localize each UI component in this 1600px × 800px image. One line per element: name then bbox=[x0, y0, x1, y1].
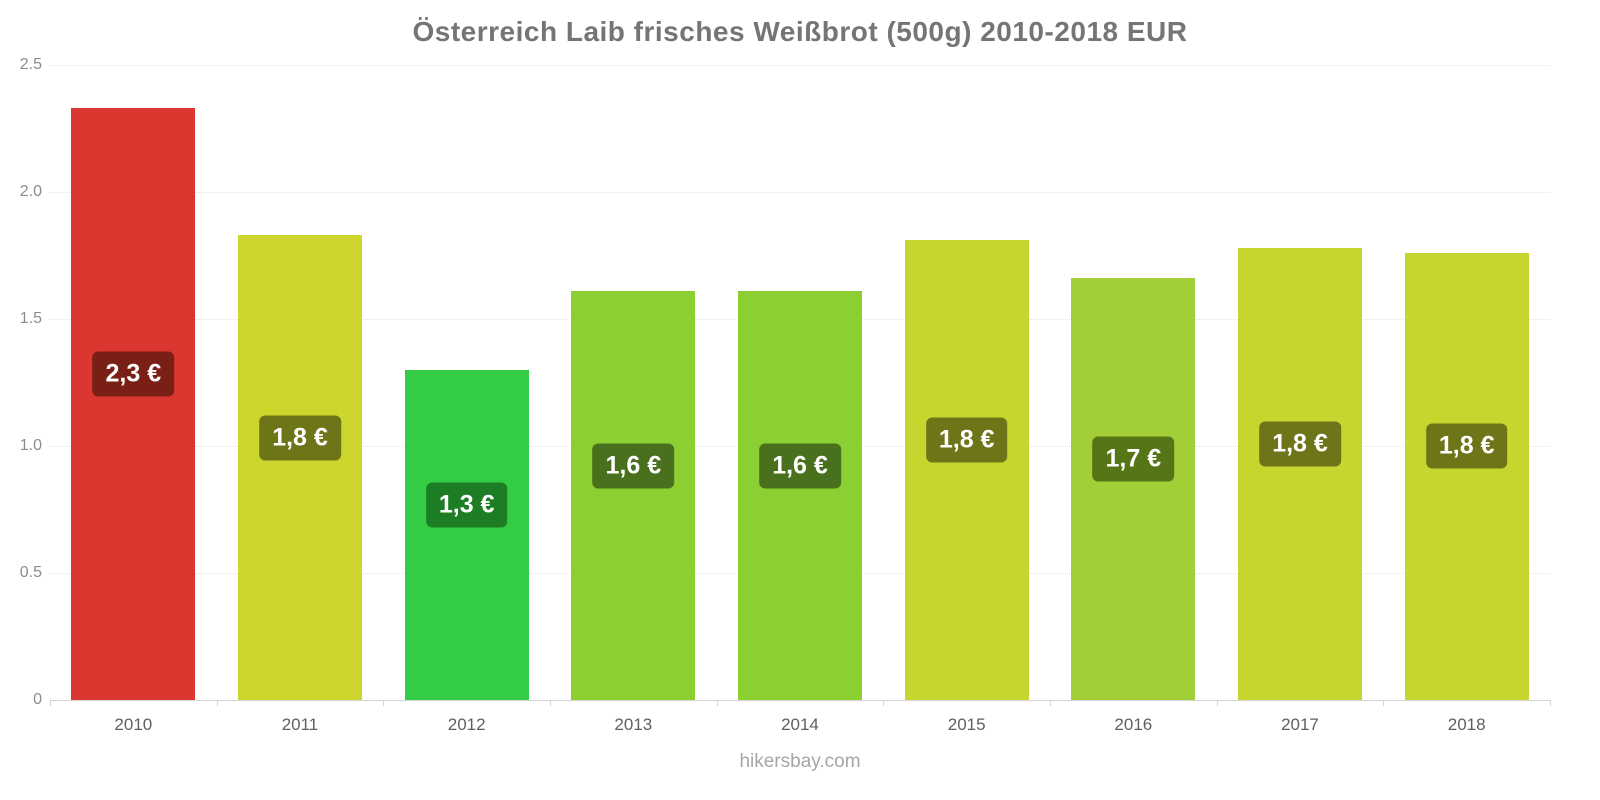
x-axis-label-2015: 2015 bbox=[947, 715, 986, 734]
chart-title: Österreich Laib frisches Weißbrot (500g)… bbox=[412, 16, 1188, 47]
bar-2017: 1,8 € bbox=[1238, 247, 1362, 700]
gridline-2.5 bbox=[50, 65, 1550, 66]
x-axis-label-2013: 2013 bbox=[614, 715, 653, 734]
gridline-2.0 bbox=[50, 192, 1550, 193]
bar-value-label-2018: 1,8 € bbox=[1425, 423, 1508, 469]
bar-2012: 1,3 € bbox=[404, 369, 529, 700]
y-axis-tick-label: 1.5 bbox=[19, 310, 42, 327]
bar-2015: 1,8 € bbox=[904, 240, 1029, 700]
x-axis-tick bbox=[216, 700, 218, 706]
bar-value-label-2015: 1,8 € bbox=[925, 417, 1008, 463]
y-axis-tick-label: 1.0 bbox=[19, 437, 42, 454]
x-axis-tick bbox=[1050, 700, 1051, 706]
x-axis-label-2011: 2011 bbox=[281, 715, 319, 734]
x-axis-tick bbox=[1550, 700, 1551, 706]
bar-2014: 1,6 € bbox=[738, 291, 862, 700]
x-axis-label-2012: 2012 bbox=[447, 715, 486, 734]
x-axis-tick bbox=[50, 700, 51, 706]
x-axis-label-2010: 2010 bbox=[114, 715, 153, 734]
bar-value-label-2011: 1,8 € bbox=[259, 415, 341, 461]
x-axis-label-2018: 2018 bbox=[1447, 715, 1486, 734]
x-axis-tick bbox=[883, 700, 885, 706]
plot-area: 0 0.5 1.0 1.5 2.0 2.5 2,3 € 2010 1,8 € 2011 1,3 € 2… bbox=[20, 56, 1551, 734]
y-axis-tick-label: 2.5 bbox=[19, 56, 42, 73]
bar-value-label-2016: 1,7 € bbox=[1092, 436, 1175, 482]
x-axis-label-2016: 2016 bbox=[1114, 715, 1153, 734]
bar-2011: 1,8 € bbox=[238, 235, 362, 700]
y-axis-tick-label: 0 bbox=[33, 691, 42, 708]
x-axis-tick bbox=[1383, 700, 1385, 706]
x-axis-label-2014: 2014 bbox=[781, 715, 819, 734]
bar-value-label-2014: 1,6 € bbox=[759, 443, 841, 489]
x-axis-label-2017: 2017 bbox=[1281, 715, 1319, 734]
bar-2016: 1,7 € bbox=[1071, 278, 1196, 700]
bar-value-label-2017: 1,8 € bbox=[1259, 421, 1341, 467]
bar-value-label-2012: 1,3 € bbox=[425, 482, 508, 528]
x-axis-tick bbox=[550, 700, 551, 706]
bar-value-label-2010: 2,3 € bbox=[92, 351, 175, 397]
bar-2013: 1,6 € bbox=[571, 291, 696, 700]
x-axis-tick bbox=[716, 700, 718, 706]
x-axis-tick bbox=[383, 700, 385, 706]
y-axis-tick-label: 0.5 bbox=[19, 564, 42, 581]
bar-2010: 2,3 € bbox=[71, 108, 196, 700]
footer-watermark: hikersbay.com bbox=[739, 751, 861, 772]
bar-2018: 1,8 € bbox=[1404, 252, 1529, 700]
bar-value-label-2013: 1,6 € bbox=[592, 443, 675, 489]
x-axis-tick bbox=[1216, 700, 1218, 706]
y-axis-tick-label: 2.0 bbox=[19, 183, 42, 200]
